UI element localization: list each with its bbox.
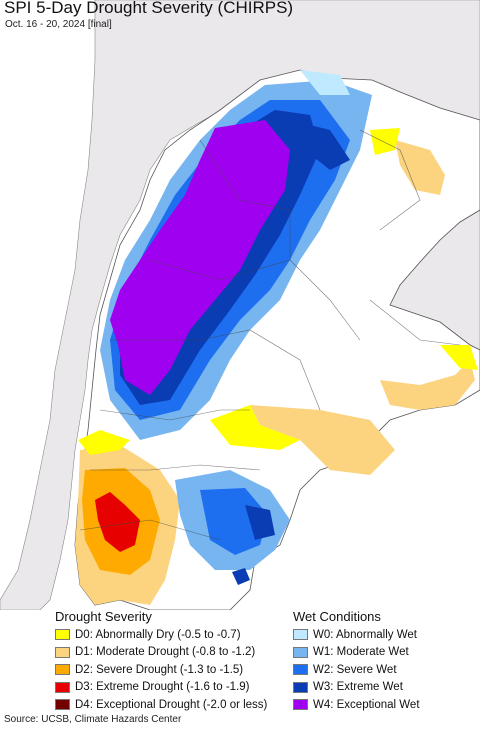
drought-legend: D0: Abnormally Dry (-0.5 to -0.7) D1: Mo… (55, 626, 267, 714)
swatch-d2 (55, 664, 70, 676)
drought-d0-paraguay (370, 128, 400, 155)
map-title: SPI 5-Day Drought Severity (CHIRPS) (4, 0, 294, 17)
wet-w0-north (300, 70, 350, 95)
drought-map (0, 0, 480, 610)
drought-d0-east (210, 405, 300, 450)
legend-item-d3: D3: Extreme Drought (-1.6 to -1.9) (55, 679, 267, 697)
drought-d1-east (250, 405, 395, 475)
wet-legend-title: Wet Conditions (293, 609, 381, 624)
drought-legend-title: Drought Severity (55, 609, 152, 624)
drought-d3-south (95, 492, 140, 552)
legend-item-d0: D0: Abnormally Dry (-0.5 to -0.7) (55, 626, 267, 644)
swatch-w2 (293, 664, 308, 676)
province-borders (79, 129, 461, 541)
drought-d0-uruguay (440, 345, 478, 370)
drought-d0-south (78, 430, 130, 455)
source-credit: Source: UCSB, Climate Hazards Center (4, 714, 182, 725)
legend-item-w3: W3: Extreme Wet (293, 679, 420, 697)
legend-item-w0: W0: Abnormally Wet (293, 626, 420, 644)
legend-item-w2: W2: Severe Wet (293, 661, 420, 679)
wet-w4-exceptional (110, 120, 290, 395)
wet-legend: W0: Abnormally Wet W1: Moderate Wet W2: … (293, 626, 420, 714)
swatch-d3 (55, 681, 70, 693)
legend-item-w1: W1: Moderate Wet (293, 644, 420, 662)
map-subtitle: Oct. 16 - 20, 2024 [final] (5, 19, 112, 30)
swatch-d4 (55, 699, 70, 711)
drought-d1-paraguay (395, 140, 445, 195)
drought-d1-uruguay (380, 360, 475, 410)
swatch-w1 (293, 646, 308, 658)
wet-w3-coast (245, 505, 275, 540)
swatch-d0 (55, 629, 70, 641)
wet-w2-south (200, 488, 268, 555)
legend-item-d1: D1: Moderate Drought (-0.8 to -1.2) (55, 644, 267, 662)
legend-item-d4: D4: Exceptional Drought (-2.0 or less) (55, 696, 267, 714)
swatch-w3 (293, 681, 308, 693)
legend-item-w4: W4: Exceptional Wet (293, 696, 420, 714)
swatch-w4 (293, 699, 308, 711)
wet-w3-northeast (290, 120, 350, 170)
wet-w3-peninsula (232, 568, 250, 585)
swatch-d1 (55, 646, 70, 658)
swatch-w0 (293, 629, 308, 641)
legend-item-d2: D2: Severe Drought (-1.3 to -1.5) (55, 661, 267, 679)
